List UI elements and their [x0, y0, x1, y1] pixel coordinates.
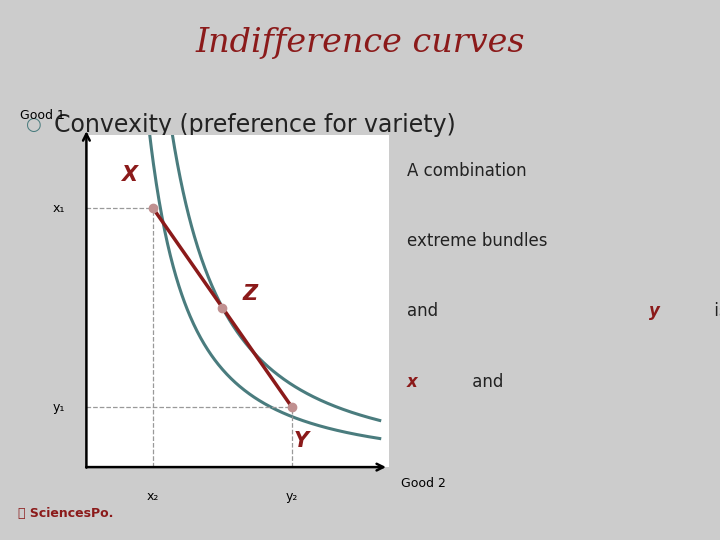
Text: x₂: x₂ — [147, 490, 159, 503]
Text: ○: ○ — [24, 116, 40, 134]
Text: y₂: y₂ — [286, 490, 298, 503]
Text: extreme bundles: extreme bundles — [407, 232, 552, 250]
Text: y: y — [649, 302, 660, 320]
Text: x₁: x₁ — [53, 201, 66, 214]
Text: y₁: y₁ — [53, 401, 66, 414]
Text: Indifference curves: Indifference curves — [195, 27, 525, 59]
Text: Convexity (preference for variety): Convexity (preference for variety) — [54, 113, 456, 137]
Text: Y: Y — [294, 430, 309, 450]
Text: Z: Z — [242, 285, 257, 305]
Text: Good 2: Good 2 — [401, 477, 446, 490]
Text: A combination: A combination — [407, 161, 531, 179]
Text: x: x — [407, 373, 418, 391]
Text: Good 1: Good 1 — [20, 109, 66, 122]
Text: and: and — [407, 302, 444, 320]
Text: and: and — [467, 373, 509, 391]
Text: Ⓜ SciencesPo.: Ⓜ SciencesPo. — [18, 507, 113, 520]
Text: X: X — [121, 165, 137, 185]
Text: is preferred to: is preferred to — [709, 302, 720, 320]
